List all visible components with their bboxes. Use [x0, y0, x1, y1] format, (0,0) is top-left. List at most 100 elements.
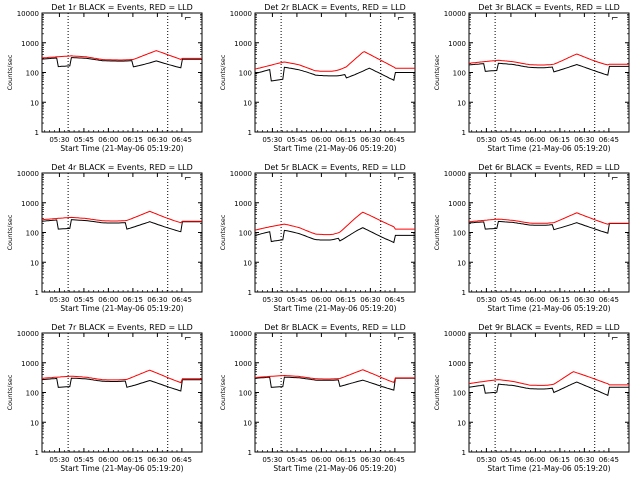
- y-tick-label: 10000: [17, 10, 39, 18]
- detector-panel: Det 3r BLACK = Events, RED = LLD ⌐ 1 10 100 1…: [433, 3, 630, 153]
- corner-mark: ⌐: [397, 14, 405, 24]
- corner-mark: ⌐: [184, 174, 192, 184]
- panel-title: Det 3r BLACK = Events, RED = LLD: [478, 3, 620, 12]
- x-tick-label: 05:30: [476, 456, 496, 464]
- detector-panel: Det 5r BLACK = Events, RED = LLD ⌐ 1 10 100 1…: [219, 163, 416, 313]
- y-tick-label: 1: [462, 129, 466, 137]
- y-tick-label: 1: [248, 449, 252, 457]
- x-axis-label: Start Time (21-May-06 05:19:20): [487, 464, 610, 473]
- events-series-line: [468, 62, 629, 76]
- y-tick-label: 1000: [448, 200, 466, 208]
- y-tick-label: 10: [243, 99, 252, 107]
- lld-series-line: [468, 212, 629, 225]
- x-tick-label: 05:45: [501, 136, 521, 144]
- y-tick-label: 10000: [230, 10, 252, 18]
- x-tick-label: 05:30: [49, 296, 69, 304]
- x-tick-label: 06:30: [574, 136, 594, 144]
- x-tick-label: 06:00: [525, 456, 545, 464]
- y-tick-label: 1: [462, 449, 466, 457]
- y-tick-label: 100: [453, 70, 466, 78]
- x-tick-label: 06:30: [360, 296, 380, 304]
- x-tick-label: 06:45: [385, 456, 405, 464]
- x-tick-label: 06:15: [550, 456, 570, 464]
- y-tick-label: 10: [243, 259, 252, 267]
- x-tick-label: 06:30: [147, 296, 167, 304]
- panel-title: Det 4r BLACK = Events, RED = LLD: [51, 163, 193, 172]
- x-tick-label: 06:00: [98, 296, 118, 304]
- x-tick-label: 06:30: [147, 136, 167, 144]
- x-tick-label: 06:15: [336, 296, 356, 304]
- x-tick-label: 06:30: [360, 456, 380, 464]
- y-tick-label: 100: [26, 390, 39, 398]
- x-axis-label: Start Time (21-May-06 05:19:20): [60, 464, 183, 473]
- x-tick-label: 06:15: [123, 456, 143, 464]
- x-axis-label: Start Time (21-May-06 05:19:20): [273, 144, 396, 153]
- y-axis-label: Counts/sec: [6, 374, 14, 410]
- x-tick-label: 06:45: [385, 136, 405, 144]
- y-tick-label: 1: [462, 289, 466, 297]
- y-tick-label: 1: [35, 449, 39, 457]
- y-tick-label: 100: [239, 70, 252, 78]
- x-tick-label: 06:00: [98, 456, 118, 464]
- y-tick-label: 1: [35, 129, 39, 137]
- plot-frame: [254, 12, 416, 133]
- corner-mark: ⌐: [397, 174, 405, 184]
- x-tick-label: 06:30: [574, 296, 594, 304]
- y-tick-label: 1000: [21, 200, 39, 208]
- x-tick-label: 05:30: [476, 296, 496, 304]
- x-tick-label: 05:30: [49, 456, 69, 464]
- panel-title: Det 1r BLACK = Events, RED = LLD: [51, 3, 193, 12]
- x-tick-label: 06:45: [599, 136, 619, 144]
- y-axis-label: Counts/sec: [433, 374, 441, 410]
- y-tick-label: 10000: [444, 170, 466, 178]
- y-tick-label: 1: [248, 289, 252, 297]
- x-tick-label: 06:15: [550, 296, 570, 304]
- y-axis-label: Counts/sec: [219, 54, 227, 90]
- x-axis-label: Start Time (21-May-06 05:19:20): [60, 144, 183, 153]
- detector-panel: Det 1r BLACK = Events, RED = LLD ⌐ 1 10 100 1…: [6, 3, 203, 153]
- y-tick-label: 10000: [17, 330, 39, 338]
- lld-series-line: [254, 51, 415, 72]
- x-tick-label: 06:15: [123, 136, 143, 144]
- x-tick-label: 06:45: [385, 296, 405, 304]
- y-axis-label: Counts/sec: [433, 54, 441, 90]
- x-tick-label: 05:45: [74, 456, 94, 464]
- x-tick-label: 06:30: [360, 136, 380, 144]
- x-tick-label: 05:30: [262, 296, 282, 304]
- detector-panel: Det 4r BLACK = Events, RED = LLD ⌐ 1 10 100 1…: [6, 163, 203, 313]
- panel-title: Det 5r BLACK = Events, RED = LLD: [264, 163, 406, 172]
- plot-frame: [468, 12, 630, 133]
- detector-panel: Det 2r BLACK = Events, RED = LLD ⌐ 1 10 100 1…: [219, 3, 416, 153]
- events-series-line: [41, 219, 202, 233]
- lld-series-line: [41, 369, 202, 384]
- x-tick-label: 05:30: [49, 136, 69, 144]
- lld-series-line: [41, 50, 202, 61]
- events-series-line: [41, 57, 202, 69]
- x-tick-label: 06:15: [336, 456, 356, 464]
- y-tick-label: 100: [26, 70, 39, 78]
- x-tick-label: 06:00: [525, 136, 545, 144]
- events-series-line: [254, 66, 415, 82]
- y-tick-label: 10000: [444, 10, 466, 18]
- y-tick-label: 10: [457, 259, 466, 267]
- y-tick-label: 100: [453, 230, 466, 238]
- y-tick-label: 1000: [234, 40, 252, 48]
- x-tick-label: 05:45: [501, 296, 521, 304]
- corner-mark: ⌐: [184, 14, 192, 24]
- x-tick-label: 05:30: [476, 136, 496, 144]
- x-tick-label: 06:45: [172, 136, 192, 144]
- events-series-line: [468, 381, 629, 397]
- y-tick-label: 1000: [448, 40, 466, 48]
- x-tick-label: 06:45: [599, 296, 619, 304]
- plot-frame: [41, 12, 203, 133]
- corner-mark: ⌐: [611, 14, 619, 24]
- panel-title: Det 6r BLACK = Events, RED = LLD: [478, 163, 620, 172]
- x-tick-label: 06:45: [172, 456, 192, 464]
- x-axis-label: Start Time (21-May-06 05:19:20): [60, 304, 183, 313]
- y-tick-label: 100: [26, 230, 39, 238]
- x-tick-label: 06:00: [311, 136, 331, 144]
- y-axis-label: Counts/sec: [219, 374, 227, 410]
- x-tick-label: 06:00: [311, 456, 331, 464]
- y-tick-label: 10: [30, 419, 39, 427]
